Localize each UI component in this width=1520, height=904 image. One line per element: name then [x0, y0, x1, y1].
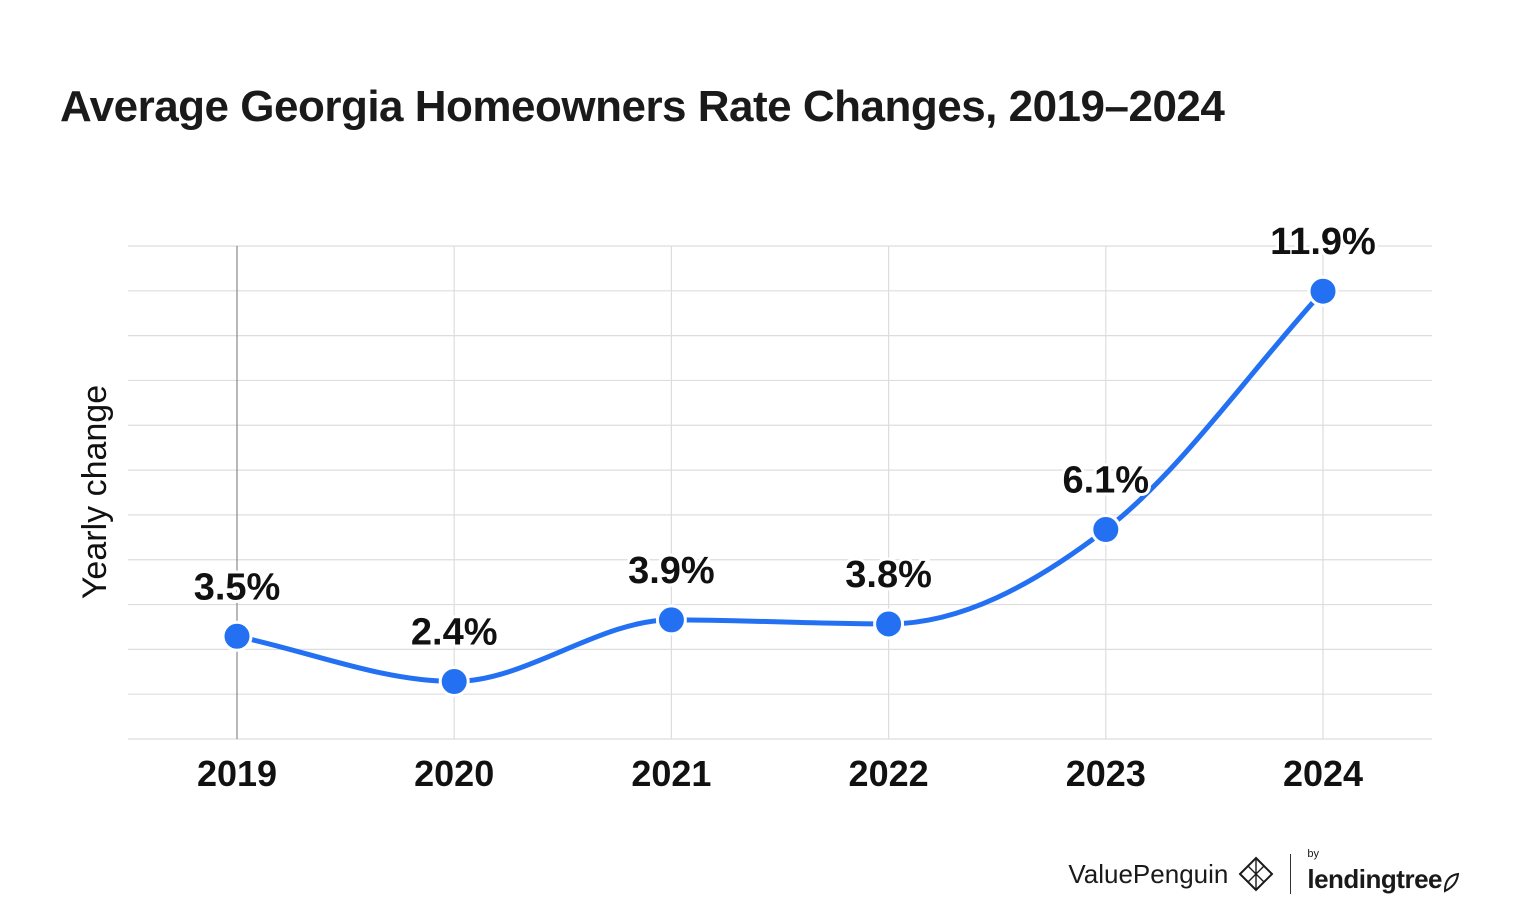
- data-point: [1090, 513, 1122, 545]
- lendingtree-logo-text: lendingtree: [1307, 863, 1442, 894]
- data-label: 3.8%: [845, 554, 932, 596]
- data-label: 11.9%: [1270, 221, 1376, 263]
- x-tick-label: 2021: [631, 753, 711, 794]
- data-labels: 3.5% 2.4% 3.9% 3.8% 6.1% 11.9%: [191, 218, 1379, 656]
- series-line: [234, 288, 1326, 684]
- data-point: [221, 620, 253, 652]
- y-axis-label: Yearly change: [76, 385, 114, 599]
- chart-title: Average Georgia Homeowners Rate Changes,…: [60, 82, 1225, 131]
- by-label: by: [1307, 847, 1319, 860]
- x-tick-label: 2022: [849, 753, 929, 794]
- data-label: 2.4%: [411, 611, 498, 653]
- data-point: [1307, 275, 1339, 307]
- x-tick-label: 2019: [197, 753, 277, 794]
- grid-lines: [128, 245, 1432, 740]
- x-tick-label: 2020: [414, 753, 494, 794]
- data-point: [438, 665, 470, 697]
- penguin-diamond-icon: [1238, 856, 1274, 892]
- series-line-path: [234, 288, 1326, 684]
- data-label: 3.5%: [194, 566, 281, 608]
- x-tick-label: 2024: [1283, 753, 1363, 794]
- x-tick-label: 2023: [1066, 753, 1146, 794]
- lendingtree-logo: by lendingtree: [1307, 848, 1460, 895]
- axes: Yearly change: [76, 385, 114, 599]
- data-label: 3.9%: [628, 550, 715, 592]
- data-point: [655, 604, 687, 636]
- valuepenguin-logo-text: ValuePenguin: [1068, 858, 1229, 889]
- footer-divider: [1290, 854, 1292, 894]
- data-point: [873, 608, 905, 640]
- x-tick-labels: 2019 2020 2021 2022 2023 2024: [197, 753, 1363, 794]
- footer-branding: ValuePenguin by lendingtree: [1068, 848, 1460, 896]
- data-points: [221, 275, 1339, 697]
- data-label: 6.1%: [1062, 459, 1149, 501]
- leaf-icon: [1442, 871, 1460, 895]
